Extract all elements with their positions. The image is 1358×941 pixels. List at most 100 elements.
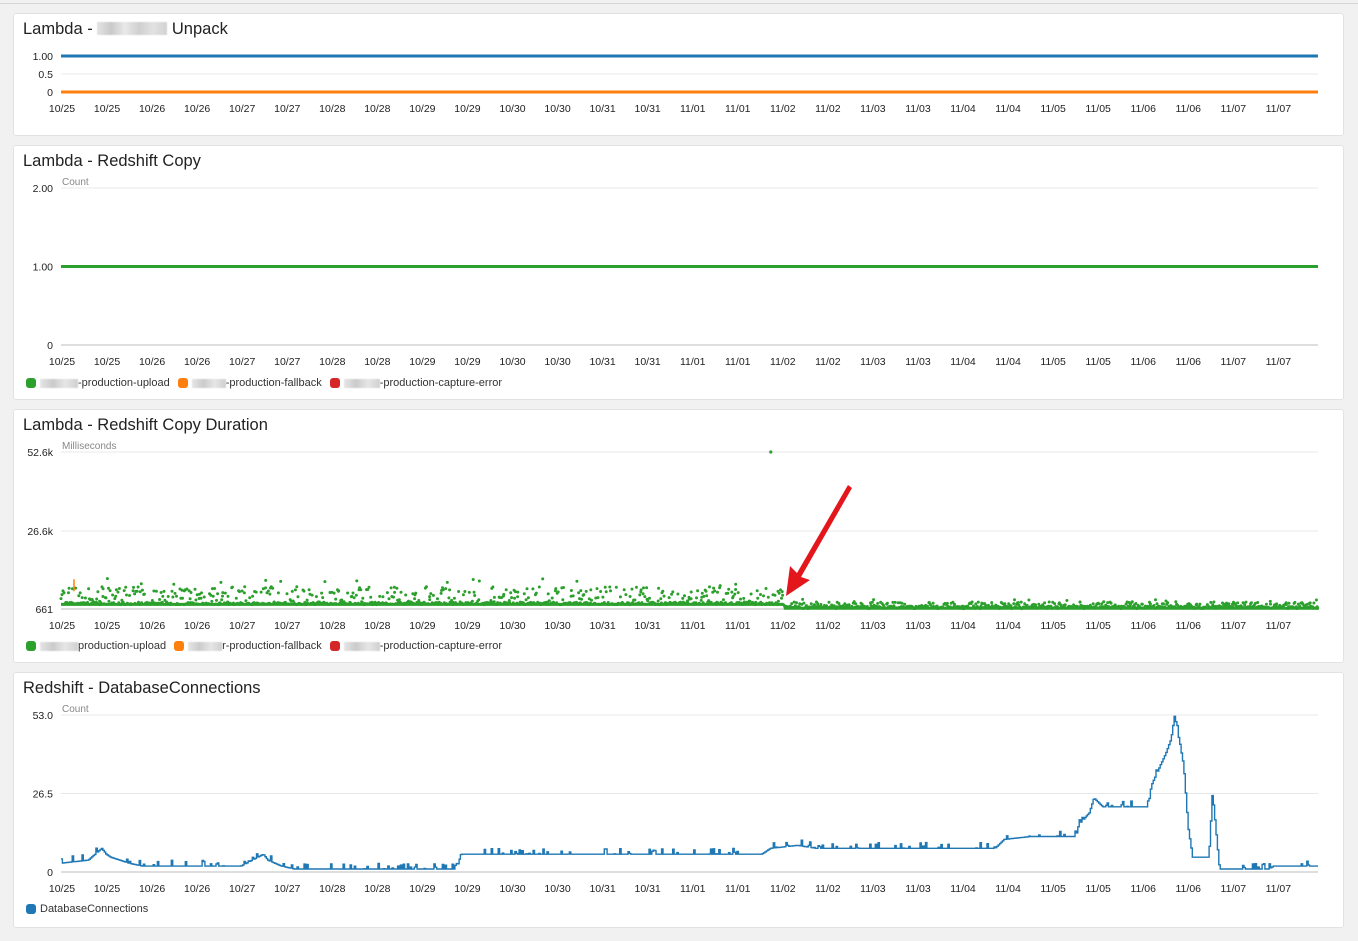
x-tick-label: 11/03 [860, 103, 886, 115]
data-point [699, 598, 703, 602]
x-tick-label: 10/26 [184, 883, 210, 895]
data-point [733, 592, 737, 596]
data-point [334, 597, 338, 601]
data-point [556, 590, 560, 594]
data-point [59, 597, 63, 601]
legend-label: -production-capture-error [379, 377, 503, 389]
data-point [216, 592, 220, 596]
data-point [1162, 602, 1165, 606]
data-point [614, 585, 618, 589]
data-point [622, 588, 626, 592]
data-point [522, 592, 526, 596]
data-point [152, 589, 156, 593]
data-point [976, 600, 980, 604]
data-point [756, 596, 760, 600]
data-point [62, 591, 66, 595]
data-point [534, 591, 538, 595]
x-tick-label: 10/30 [544, 620, 570, 632]
x-tick-label: 11/02 [770, 883, 796, 895]
data-point [571, 594, 575, 598]
data-point [104, 596, 108, 600]
data-point [780, 590, 784, 594]
data-point [671, 590, 675, 594]
data-point [238, 590, 241, 594]
data-point [366, 588, 370, 591]
x-tick-label: 11/06 [1130, 620, 1156, 632]
data-point [1293, 600, 1297, 604]
data-point [900, 601, 904, 605]
data-point [580, 597, 583, 601]
data-point [847, 603, 851, 607]
redacted-name [97, 22, 168, 35]
data-point [70, 587, 74, 591]
data-point [467, 590, 471, 594]
legend-item[interactable]: r-production-fallback [174, 640, 322, 652]
data-point [138, 590, 142, 594]
legend-item[interactable]: -production-fallback [177, 377, 322, 389]
data-point [162, 589, 166, 593]
data-point [893, 600, 897, 604]
chart-redshift-copy-duration: 52.6k 26.6k 661 Milliseconds 10/25 10/25 10/26… [27, 441, 1320, 632]
data-point [369, 595, 373, 599]
data-point [1296, 602, 1300, 606]
data-point [659, 597, 663, 601]
data-point [575, 579, 579, 583]
x-tick-label: 10/25 [49, 620, 75, 632]
x-tick-label: 11/04 [995, 356, 1021, 368]
data-point [537, 585, 541, 589]
data-point [293, 588, 297, 592]
data-point [561, 598, 565, 602]
x-tick-label: 11/05 [1085, 356, 1111, 368]
data-point [525, 587, 529, 591]
data-point [310, 593, 314, 597]
x-tick-label: 10/31 [635, 356, 661, 368]
x-tick-label: 10/27 [274, 620, 300, 632]
data-point [276, 591, 280, 595]
data-point [603, 585, 607, 589]
outlier-point [769, 450, 773, 454]
data-point [510, 596, 514, 600]
data-point [546, 592, 550, 596]
legend-item[interactable]: -production-upload [26, 377, 170, 389]
chart-legend: production-upload r-production-fallback -p… [26, 640, 502, 652]
data-point [158, 598, 162, 601]
data-point [302, 589, 306, 593]
arrow-shape [786, 485, 852, 596]
x-tick-label: 10/28 [319, 356, 345, 368]
data-point [492, 595, 496, 599]
legend-item[interactable]: DatabaseConnections [26, 903, 148, 915]
data-point [332, 591, 336, 595]
x-tick-label: 10/29 [454, 620, 480, 632]
data-point [1072, 603, 1076, 607]
data-point [381, 595, 385, 599]
legend-item[interactable]: -production-capture-error [329, 640, 502, 652]
data-point [1212, 600, 1216, 604]
x-tick-label: 10/26 [139, 883, 165, 895]
legend-item[interactable]: production-upload [26, 640, 166, 652]
legend-item[interactable]: -production-capture-error [329, 377, 503, 389]
data-point [77, 594, 81, 598]
x-tick-label: 11/02 [770, 356, 796, 368]
data-point [1059, 603, 1063, 607]
data-point [590, 598, 593, 602]
x-tick-label: 11/06 [1176, 883, 1202, 895]
data-point [608, 585, 612, 589]
y-tick-label: 0 [47, 867, 53, 879]
y-tick-label: 26.6k [27, 526, 53, 538]
data-point [1013, 598, 1016, 602]
data-point [107, 586, 110, 590]
data-point [105, 577, 109, 581]
data-point [1209, 600, 1213, 604]
data-point [307, 588, 311, 592]
panel-title: Lambda - Redshift Copy [23, 152, 201, 170]
data-point [346, 591, 350, 595]
x-tick-label: 11/01 [680, 620, 706, 632]
y-axis-unit: Milliseconds [62, 441, 116, 452]
data-point [1016, 601, 1020, 605]
x-tick-label: 10/25 [94, 883, 120, 895]
y-tick-label: 52.6k [27, 447, 53, 459]
data-point [1027, 598, 1031, 602]
data-point [181, 596, 184, 600]
panel-redshift-copy: Lambda - Redshift Copy 2.00 1.00 0 Count 10/… [13, 145, 1344, 400]
data-point [264, 586, 267, 590]
